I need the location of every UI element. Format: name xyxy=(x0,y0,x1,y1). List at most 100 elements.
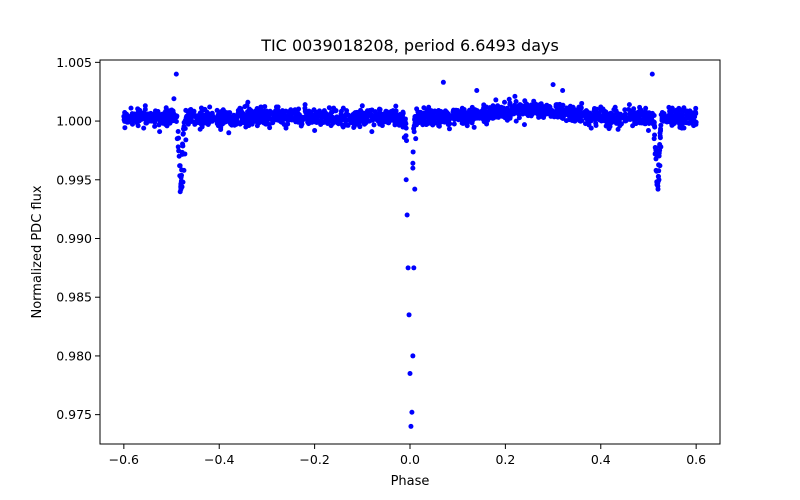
data-point xyxy=(513,118,519,124)
data-point xyxy=(588,125,594,131)
data-point xyxy=(293,115,299,121)
data-point xyxy=(651,119,657,125)
data-point xyxy=(273,104,279,110)
data-point xyxy=(493,97,499,103)
data-point xyxy=(200,114,206,120)
data-point xyxy=(416,120,422,126)
data-point xyxy=(632,119,638,125)
data-point xyxy=(411,129,417,135)
data-point xyxy=(407,371,413,377)
data-point xyxy=(202,120,208,126)
data-point xyxy=(506,96,512,102)
data-point xyxy=(422,119,428,125)
data-point xyxy=(327,111,333,117)
data-point xyxy=(348,119,354,125)
data-point xyxy=(267,125,273,131)
data-point xyxy=(326,105,332,111)
data-point xyxy=(507,100,513,106)
data-point xyxy=(156,122,162,128)
data-point xyxy=(655,186,661,192)
data-point xyxy=(630,114,635,120)
data-point xyxy=(209,110,215,116)
data-point xyxy=(670,121,676,127)
data-point xyxy=(560,102,566,108)
data-point xyxy=(360,112,366,118)
data-point xyxy=(410,160,416,166)
data-point xyxy=(534,108,540,114)
data-point xyxy=(180,141,186,147)
data-point xyxy=(371,122,377,128)
data-point xyxy=(368,108,373,114)
data-point xyxy=(483,104,489,110)
data-point xyxy=(374,117,380,123)
data-point xyxy=(141,125,147,131)
data-point xyxy=(393,103,399,109)
data-point xyxy=(313,114,319,120)
data-point xyxy=(441,119,447,125)
data-point xyxy=(681,105,687,111)
data-point xyxy=(187,107,193,113)
data-point xyxy=(293,119,299,125)
data-point xyxy=(521,122,527,128)
data-point xyxy=(459,120,465,126)
data-point xyxy=(353,120,359,126)
data-point xyxy=(669,105,675,111)
data-point xyxy=(573,114,579,120)
data-point xyxy=(373,113,379,119)
data-point xyxy=(561,111,567,117)
data-point xyxy=(408,423,414,429)
data-point xyxy=(174,136,180,142)
data-point xyxy=(673,107,679,113)
data-point xyxy=(183,137,189,143)
data-point xyxy=(388,117,394,123)
data-point xyxy=(272,113,278,119)
data-point xyxy=(254,123,260,129)
data-point xyxy=(437,113,443,119)
data-point xyxy=(474,108,480,114)
data-point xyxy=(596,116,602,122)
x-tick-label: −0.4 xyxy=(204,452,234,467)
data-point xyxy=(652,124,658,130)
data-point xyxy=(377,106,383,112)
x-tick-label: 0.6 xyxy=(686,452,706,467)
data-point xyxy=(409,409,415,415)
data-point xyxy=(350,113,356,119)
data-point xyxy=(128,105,134,111)
data-point xyxy=(175,129,181,134)
data-point xyxy=(182,151,188,157)
data-point xyxy=(369,129,375,135)
data-point xyxy=(411,265,417,271)
chart-title: TIC 0039018208, period 6.6493 days xyxy=(260,36,559,55)
data-point xyxy=(343,117,349,123)
data-point xyxy=(129,121,135,127)
data-point xyxy=(513,98,519,104)
data-point xyxy=(455,108,461,113)
data-point xyxy=(283,125,289,131)
data-point xyxy=(569,109,575,115)
data-point xyxy=(617,123,623,129)
data-point xyxy=(569,114,575,120)
data-point xyxy=(551,114,557,120)
y-tick-label: 0.985 xyxy=(56,290,92,305)
data-point xyxy=(312,127,318,133)
data-point xyxy=(412,186,418,192)
data-point xyxy=(142,103,148,109)
data-point xyxy=(420,112,426,118)
data-point xyxy=(164,109,170,115)
data-point xyxy=(647,117,653,123)
data-point xyxy=(154,110,160,116)
data-point xyxy=(143,120,149,126)
data-point xyxy=(246,115,252,121)
data-point xyxy=(175,144,181,150)
data-point xyxy=(168,119,174,124)
data-point xyxy=(288,114,294,120)
data-point xyxy=(197,126,203,132)
data-point xyxy=(622,111,628,117)
data-point xyxy=(314,118,320,124)
data-point xyxy=(502,99,508,105)
data-point xyxy=(152,123,158,129)
data-point xyxy=(173,71,179,77)
data-point xyxy=(413,113,419,119)
data-point xyxy=(358,107,364,113)
